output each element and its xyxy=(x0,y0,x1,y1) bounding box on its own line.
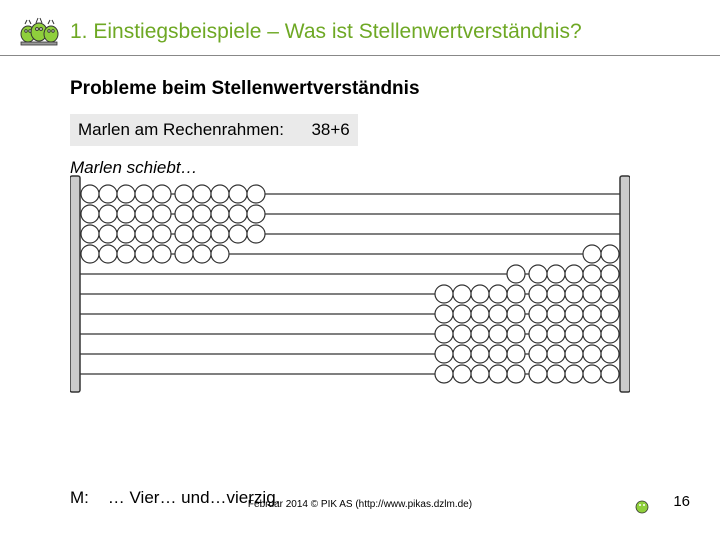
subtitle: Probleme beim Stellenwertverständnis xyxy=(70,78,650,100)
task-box: Marlen am Rechenrahmen: 38+6 xyxy=(70,114,358,146)
page-title: 1. Einstiegsbeispiele – Was ist Stellenw… xyxy=(70,20,650,50)
header-divider xyxy=(0,55,720,56)
speaker-label: M: xyxy=(70,488,89,507)
footer-credit: Februar 2014 © PIK AS (http://www.pikas.… xyxy=(248,499,472,510)
task-label: Marlen am Rechenrahmen: xyxy=(78,120,284,139)
abacus-diagram xyxy=(70,174,630,394)
task-expression: 38+6 xyxy=(311,120,349,139)
page-number: 16 xyxy=(673,493,690,510)
logo-characters xyxy=(18,14,60,46)
footer-logo-icon xyxy=(634,498,650,514)
